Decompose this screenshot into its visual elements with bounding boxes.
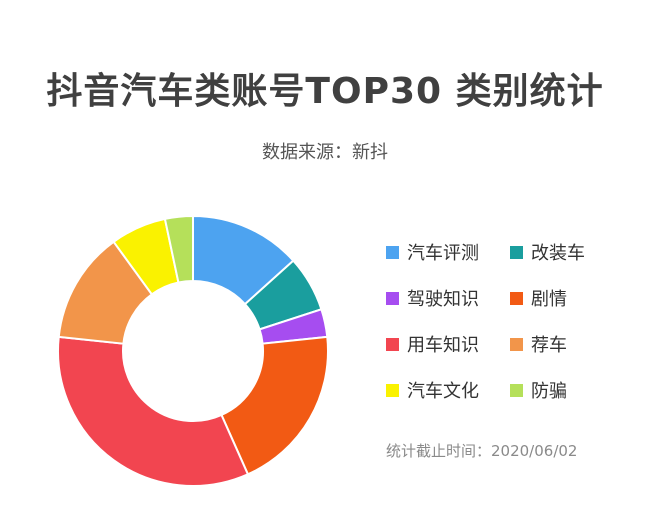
legend-item-car-recommendation: 荐车 bbox=[510, 332, 634, 356]
legend-item-driving-knowledge: 驾驶知识 bbox=[386, 286, 510, 310]
legend-item-car-usage-knowledge: 用车知识 bbox=[386, 332, 510, 356]
data-cutoff-footnote: 统计截止时间：2020/06/02 bbox=[386, 442, 578, 460]
legend-label: 汽车评测 bbox=[407, 243, 479, 264]
legend-label: 汽车文化 bbox=[407, 381, 479, 402]
legend-swatch bbox=[510, 291, 523, 305]
legend-item-modified-car: 改装车 bbox=[510, 240, 634, 264]
legend-swatch bbox=[510, 245, 523, 259]
donut-chart-svg bbox=[57, 214, 329, 487]
data-source-subtitle: 数据来源：新抖 bbox=[262, 142, 388, 163]
donut-chart bbox=[56, 214, 330, 488]
legend-item-anti-fraud: 防骗 bbox=[510, 378, 634, 402]
legend-swatch bbox=[510, 337, 523, 351]
legend-label: 荐车 bbox=[531, 335, 567, 356]
legend-swatch bbox=[386, 383, 399, 397]
legend-label: 剧情 bbox=[531, 289, 567, 310]
legend-item-car-review: 汽车评测 bbox=[386, 240, 510, 264]
legend-label: 驾驶知识 bbox=[407, 289, 479, 310]
donut-slice-8 bbox=[163, 214, 194, 284]
legend-swatch bbox=[386, 337, 399, 351]
legend-label: 改装车 bbox=[531, 243, 585, 264]
chart-title: 抖音汽车类账号TOP30 类别统计 bbox=[46, 71, 604, 112]
legend-label: 防骗 bbox=[531, 381, 567, 402]
legend-item-car-culture: 汽车文化 bbox=[386, 378, 510, 402]
legend-item-drama: 剧情 bbox=[510, 286, 634, 310]
chart-legend: 汽车评测 改装车 驾驶知识 剧情 用车知识 荐车 汽车文化 防骗 bbox=[386, 240, 636, 402]
legend-swatch bbox=[386, 245, 399, 259]
donut-slice-5 bbox=[57, 335, 250, 487]
legend-label: 用车知识 bbox=[407, 335, 479, 356]
legend-swatch bbox=[386, 291, 399, 305]
legend-swatch bbox=[510, 383, 523, 397]
donut-slice-4 bbox=[220, 335, 329, 476]
